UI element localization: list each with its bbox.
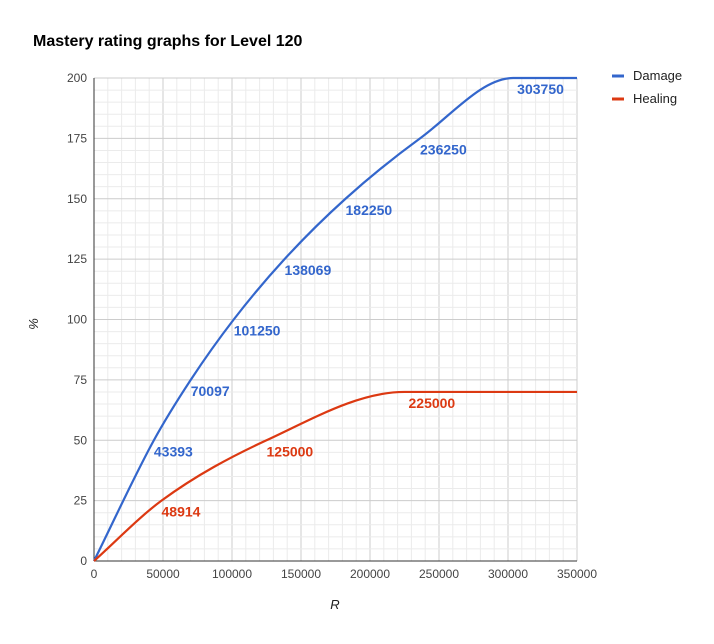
x-tick-label: 200000 [350,567,390,581]
healing-data-label: 225000 [409,395,456,411]
grid [93,77,578,562]
y-axis-label: % [26,318,41,330]
y-tick-label: 175 [67,131,87,145]
damage-legend-label: Damage [633,68,682,83]
damage-series-line [93,76,577,562]
y-tick-label: 0 [80,554,87,568]
y-tick-label: 200 [67,71,87,85]
x-tick-label: 50000 [146,567,180,581]
x-axis-label: R [330,597,339,612]
damage-data-label: 138069 [285,262,332,278]
chart-title: Mastery rating graphs for Level 120 [33,33,303,50]
x-tick-label: 0 [91,567,98,581]
damage-data-label: 236250 [420,141,467,157]
y-tick-label: 50 [74,433,88,447]
damage-data-label: 303750 [517,81,564,97]
x-tick-label: 300000 [488,567,528,581]
tick-labels: 0 50000 100000 150000 200000 250000 300000 3500… [67,71,597,581]
healing-data-label: 125000 [267,443,314,459]
x-tick-label: 250000 [419,567,459,581]
damage-data-label: 182250 [346,202,393,218]
healing-legend-label: Healing [633,91,677,106]
axes [93,78,577,562]
y-tick-label: 125 [67,252,87,266]
x-tick-label: 350000 [557,567,597,581]
series-lines [93,76,577,562]
healing-data-label: 48914 [162,504,201,520]
y-tick-label: 150 [67,192,87,206]
x-tick-label: 150000 [281,567,321,581]
damage-data-label: 101250 [234,323,281,339]
y-tick-label: 100 [67,313,87,327]
y-tick-label: 75 [74,373,88,387]
y-tick-label: 25 [74,494,88,508]
x-tick-label: 100000 [212,567,252,581]
damage-data-label: 70097 [191,383,230,399]
damage-data-label: 43393 [154,443,193,459]
legend: Damage Healing [612,68,682,106]
data-labels: 43393 70097 101250 138069 182250 236250 303750… [154,81,564,520]
healing-series-line [93,390,577,562]
